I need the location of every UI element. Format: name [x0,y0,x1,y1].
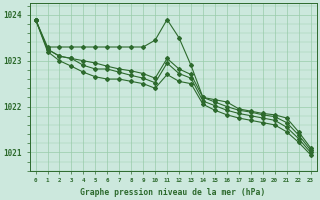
X-axis label: Graphe pression niveau de la mer (hPa): Graphe pression niveau de la mer (hPa) [80,188,266,197]
